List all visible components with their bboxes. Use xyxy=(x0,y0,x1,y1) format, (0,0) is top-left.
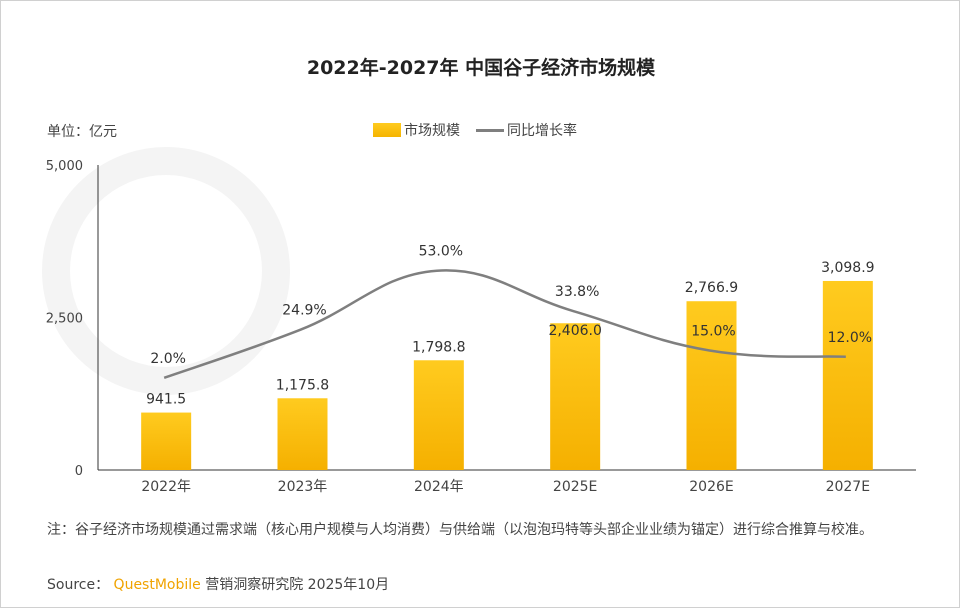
y-tick-label: 0 xyxy=(75,464,83,479)
bar-0 xyxy=(141,412,192,470)
bar-value-label: 3,098.9 xyxy=(821,260,874,276)
rate-label: 53.0% xyxy=(419,244,463,260)
source-rest: 营销洞察研究院 2025年10月 xyxy=(205,577,390,593)
bar-value-label: 941.5 xyxy=(146,392,186,408)
bar-value-label: 2,406.0 xyxy=(548,323,601,339)
rate-label: 12.0% xyxy=(828,330,872,346)
bar-1 xyxy=(277,398,328,470)
legend-bar-label: 市场规模 xyxy=(404,123,460,139)
bar-value-label: 1,798.8 xyxy=(412,339,465,355)
legend-line-swatch xyxy=(476,128,504,132)
x-tick-label: 2027E xyxy=(826,479,870,495)
source-brand: QuestMobile xyxy=(113,577,201,593)
bar-value-label: 1,175.8 xyxy=(276,377,329,393)
chart-title: 2022年-2027年 中国谷子经济市场规模 xyxy=(306,57,656,79)
bar-3 xyxy=(550,323,601,470)
rate-label: 2.0% xyxy=(150,351,186,367)
footnote: 注：谷子经济市场规模通过需求端（核心用户规模与人均消费）与供给端（以泡泡玛特等头… xyxy=(47,522,873,538)
rate-label: 15.0% xyxy=(691,324,735,340)
x-tick-label: 2025E xyxy=(553,479,597,495)
watermark-logo xyxy=(42,147,290,395)
y-tick-label: 5,000 xyxy=(46,159,83,174)
legend-line-label: 同比增长率 xyxy=(507,123,577,139)
legend: 市场规模 同比增长率 xyxy=(373,120,577,140)
source-label: Source： xyxy=(47,577,110,593)
growth-rate-line xyxy=(163,269,846,379)
x-tick-label: 2026E xyxy=(689,479,733,495)
rate-label: 33.8% xyxy=(555,284,599,300)
x-tick-label: 2022年 xyxy=(141,479,191,495)
y-tick-label: 2,500 xyxy=(46,312,83,327)
bar-4 xyxy=(686,301,737,470)
x-tick-label: 2024年 xyxy=(414,479,464,495)
source-line: Source： QuestMobile 营销洞察研究院 2025年10月 xyxy=(47,574,389,594)
bar-2 xyxy=(413,360,464,470)
bar-value-label: 2,766.9 xyxy=(685,280,738,296)
legend-bar-swatch xyxy=(373,123,401,137)
x-tick-label: 2023年 xyxy=(278,479,328,495)
unit-label: 单位：亿元 xyxy=(47,124,117,140)
bar-5 xyxy=(822,280,873,470)
rate-label: 24.9% xyxy=(282,303,326,319)
